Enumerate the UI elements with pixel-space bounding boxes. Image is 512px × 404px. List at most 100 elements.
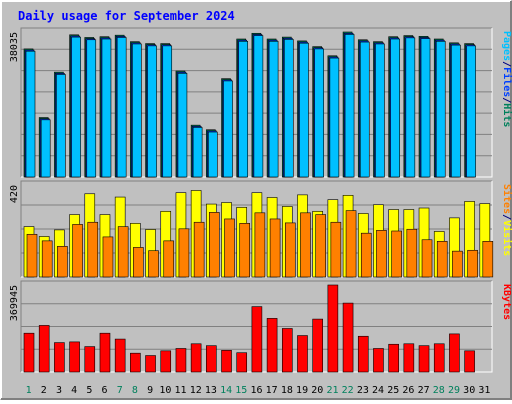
bar-kbytes-day-19 — [297, 335, 308, 373]
bar-pages-day-4 — [71, 36, 81, 178]
bar-sites-day-25 — [391, 230, 402, 278]
x-tick-label: 21 — [326, 385, 338, 396]
x-tick-label: 31 — [478, 385, 490, 396]
x-tick-label: 7 — [117, 385, 123, 396]
bar-sites-day-29 — [452, 250, 463, 278]
bar-sites-day-16 — [254, 212, 266, 278]
bar-sites-day-9 — [148, 250, 159, 278]
bar-sites-day-13 — [209, 212, 220, 278]
bar-kbytes-day-22 — [342, 302, 354, 373]
bar-pages-day-14 — [223, 80, 233, 178]
x-tick-label: 4 — [71, 385, 77, 396]
bar-pages-day-23 — [359, 41, 370, 178]
bar-sites-day-21 — [330, 221, 342, 278]
x-tick-label: 13 — [205, 385, 217, 396]
bar-sites-day-22 — [345, 210, 357, 278]
bar-kbytes-day-2 — [38, 325, 50, 373]
bar-pages-day-18 — [283, 39, 294, 178]
bar-kbytes-day-20 — [312, 318, 323, 373]
bar-sites-day-4 — [72, 224, 83, 278]
panel-1: 38035 Pages/Files/Hits — [9, 27, 512, 178]
bar-pages-day-11 — [177, 73, 188, 178]
bar-sites-day-2 — [41, 240, 53, 278]
y-series-label-part: / — [501, 97, 512, 103]
panel-shadow — [20, 180, 492, 277]
panel-shadow — [20, 280, 492, 372]
bar-sites-day-26 — [406, 228, 418, 278]
x-tick-label: 25 — [387, 385, 399, 396]
x-tick-label: 16 — [250, 385, 262, 396]
bar-kbytes-day-1 — [23, 332, 35, 373]
x-tick-label: 12 — [190, 385, 202, 396]
x-tick-label: 27 — [418, 385, 430, 396]
bar-pages-day-12 — [192, 127, 203, 178]
bar-sites-day-28 — [436, 241, 448, 278]
bar-kbytes-day-5 — [84, 346, 96, 373]
x-tick-label: 20 — [311, 385, 323, 396]
bar-kbytes-day-18 — [281, 328, 293, 373]
bar-sites-day-6 — [102, 236, 114, 278]
bar-kbytes-day-28 — [433, 343, 445, 373]
x-tick-label: 18 — [281, 385, 293, 396]
bar-pages-day-26 — [405, 37, 416, 178]
bar-kbytes-day-11 — [175, 348, 187, 373]
bar-pages-day-13 — [208, 131, 218, 178]
bar-pages-day-15 — [238, 40, 249, 178]
bar-sites-day-19 — [300, 212, 311, 278]
bar-kbytes-day-16 — [251, 306, 263, 373]
series-kbytes — [23, 284, 475, 373]
bar-kbytes-day-7 — [114, 338, 126, 373]
y-series-label-part: Sites — [501, 184, 512, 214]
bar-pages-day-9 — [147, 45, 157, 178]
bar-kbytes-day-25 — [388, 343, 399, 373]
x-tick-label: 30 — [463, 385, 475, 396]
bar-pages-day-1 — [25, 50, 36, 178]
bar-sites-day-31 — [482, 241, 494, 278]
y-series-label-part: Pages — [501, 31, 512, 61]
x-tick-label: 29 — [448, 385, 460, 396]
bar-kbytes-day-30 — [464, 350, 475, 373]
bar-sites-day-5 — [87, 221, 99, 278]
x-tick-label: 8 — [132, 385, 138, 396]
bar-sites-day-23 — [360, 232, 372, 278]
bar-sites-day-3 — [57, 246, 68, 278]
bar-pages-day-22 — [344, 34, 355, 178]
y-max-label: 369945 — [9, 285, 20, 321]
bar-sites-day-24 — [376, 230, 387, 278]
bar-kbytes-day-9 — [145, 355, 156, 373]
bar-sites-day-15 — [239, 223, 251, 278]
bar-sites-day-14 — [224, 218, 235, 278]
y-series-label-part: KBytes — [501, 284, 512, 320]
bar-kbytes-day-23 — [357, 335, 369, 373]
bar-kbytes-day-12 — [190, 343, 202, 373]
bar-kbytes-day-10 — [160, 350, 172, 373]
bar-pages-day-3 — [56, 74, 66, 178]
bar-kbytes-day-14 — [221, 350, 232, 373]
bar-kbytes-day-21 — [327, 284, 339, 373]
bar-sites-day-7 — [117, 226, 129, 278]
bar-pages-day-8 — [132, 43, 142, 178]
bar-kbytes-day-13 — [206, 345, 217, 373]
x-tick-label: 11 — [175, 385, 187, 396]
y-series-label-part: Hits — [501, 103, 512, 127]
bar-kbytes-day-8 — [130, 352, 141, 373]
x-tick-label: 10 — [159, 385, 171, 396]
x-tick-label: 14 — [220, 385, 232, 396]
bar-kbytes-day-26 — [403, 343, 415, 373]
y-series-label-part: / — [501, 61, 512, 67]
y-series-label: Sites/Visits — [501, 184, 512, 256]
series-pages — [25, 34, 476, 178]
x-tick-label: 1 — [26, 385, 32, 396]
chart-title: Daily usage for September 2024 — [18, 9, 235, 23]
x-tick-label: 9 — [147, 385, 153, 396]
bar-pages-day-19 — [299, 42, 309, 178]
panel-shadow — [20, 27, 492, 177]
bar-sites-day-17 — [269, 218, 281, 278]
y-series-label: Pages/Files/Hits — [501, 31, 512, 127]
x-tick-label: 22 — [342, 385, 354, 396]
bar-kbytes-day-15 — [236, 352, 248, 373]
